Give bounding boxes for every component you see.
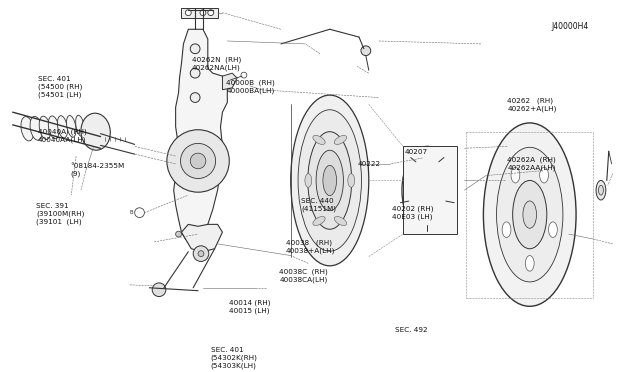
Ellipse shape bbox=[76, 115, 84, 137]
Ellipse shape bbox=[323, 165, 337, 196]
Polygon shape bbox=[173, 29, 227, 242]
Circle shape bbox=[190, 44, 200, 54]
Text: 40040A  (RH)
40040AA(LH): 40040A (RH) 40040AA(LH) bbox=[38, 129, 86, 143]
Circle shape bbox=[412, 158, 419, 165]
Ellipse shape bbox=[81, 113, 110, 150]
Polygon shape bbox=[182, 224, 223, 252]
Text: SEC. 391
(39100M(RH)
(39101  (LH): SEC. 391 (39100M(RH) (39101 (LH) bbox=[36, 203, 84, 225]
Circle shape bbox=[134, 208, 145, 218]
Text: B: B bbox=[130, 210, 134, 215]
Text: 40262A  (RH)
40262AA(LH): 40262A (RH) 40262AA(LH) bbox=[508, 156, 556, 170]
Text: SEC. 401
(54302K(RH)
(54303K(LH): SEC. 401 (54302K(RH) (54303K(LH) bbox=[211, 347, 258, 369]
Ellipse shape bbox=[483, 123, 576, 306]
Text: SEC. 440
(41151M): SEC. 440 (41151M) bbox=[301, 198, 336, 212]
Circle shape bbox=[435, 158, 442, 165]
Text: 40222: 40222 bbox=[358, 161, 381, 167]
Ellipse shape bbox=[334, 135, 347, 144]
Circle shape bbox=[190, 153, 206, 169]
Ellipse shape bbox=[348, 174, 355, 187]
Circle shape bbox=[180, 143, 216, 179]
Ellipse shape bbox=[58, 116, 68, 138]
Ellipse shape bbox=[419, 174, 436, 206]
Ellipse shape bbox=[525, 256, 534, 271]
Ellipse shape bbox=[497, 147, 563, 282]
Polygon shape bbox=[223, 73, 237, 90]
Ellipse shape bbox=[39, 116, 51, 140]
Ellipse shape bbox=[511, 167, 520, 183]
Circle shape bbox=[424, 222, 431, 229]
Ellipse shape bbox=[67, 115, 76, 137]
Ellipse shape bbox=[30, 116, 42, 140]
Circle shape bbox=[208, 10, 214, 16]
Circle shape bbox=[442, 198, 449, 205]
Ellipse shape bbox=[548, 222, 557, 237]
Circle shape bbox=[190, 68, 200, 78]
Polygon shape bbox=[182, 8, 218, 17]
Circle shape bbox=[198, 251, 204, 257]
Circle shape bbox=[361, 46, 371, 55]
Ellipse shape bbox=[308, 132, 352, 229]
Ellipse shape bbox=[298, 110, 362, 251]
Ellipse shape bbox=[523, 201, 536, 228]
Text: 40262N  (RH)
40262NA(LH): 40262N (RH) 40262NA(LH) bbox=[192, 56, 241, 71]
Polygon shape bbox=[403, 146, 456, 234]
Text: 40262   (RH)
40262+A(LH): 40262 (RH) 40262+A(LH) bbox=[508, 98, 557, 112]
Text: 40000B  (RH)
40000BA(LH): 40000B (RH) 40000BA(LH) bbox=[227, 80, 275, 94]
Text: 40202 (RH)
40E03 (LH): 40202 (RH) 40E03 (LH) bbox=[392, 205, 433, 219]
Text: °08184-2355M
(9): °08184-2355M (9) bbox=[70, 163, 125, 177]
Ellipse shape bbox=[313, 217, 325, 225]
Ellipse shape bbox=[411, 161, 444, 219]
Ellipse shape bbox=[596, 180, 606, 200]
Ellipse shape bbox=[502, 222, 511, 237]
Ellipse shape bbox=[48, 116, 59, 139]
Circle shape bbox=[200, 10, 206, 16]
Ellipse shape bbox=[402, 146, 452, 234]
Ellipse shape bbox=[316, 150, 344, 211]
Text: SEC. 492: SEC. 492 bbox=[395, 327, 428, 333]
Ellipse shape bbox=[334, 217, 347, 225]
Ellipse shape bbox=[598, 185, 604, 195]
Ellipse shape bbox=[21, 116, 34, 141]
Text: 40014 (RH)
40015 (LH): 40014 (RH) 40015 (LH) bbox=[230, 299, 271, 314]
Circle shape bbox=[175, 231, 182, 237]
Text: 40038C  (RH)
40038CA(LH): 40038C (RH) 40038CA(LH) bbox=[280, 269, 328, 283]
Ellipse shape bbox=[291, 95, 369, 266]
Circle shape bbox=[193, 246, 209, 262]
Text: 40038   (RH)
40038+A(LH): 40038 (RH) 40038+A(LH) bbox=[285, 240, 335, 254]
Circle shape bbox=[241, 72, 247, 78]
Circle shape bbox=[186, 10, 191, 16]
Circle shape bbox=[190, 93, 200, 102]
Ellipse shape bbox=[513, 180, 547, 249]
Circle shape bbox=[152, 283, 166, 296]
Text: SEC. 401
(54500 (RH)
(54501 (LH): SEC. 401 (54500 (RH) (54501 (LH) bbox=[38, 76, 82, 98]
Circle shape bbox=[167, 130, 229, 192]
Ellipse shape bbox=[313, 135, 325, 144]
Ellipse shape bbox=[540, 167, 548, 183]
Ellipse shape bbox=[305, 174, 312, 187]
Text: J40000H4: J40000H4 bbox=[551, 22, 588, 31]
Text: 40207: 40207 bbox=[404, 149, 428, 155]
Circle shape bbox=[405, 198, 412, 205]
